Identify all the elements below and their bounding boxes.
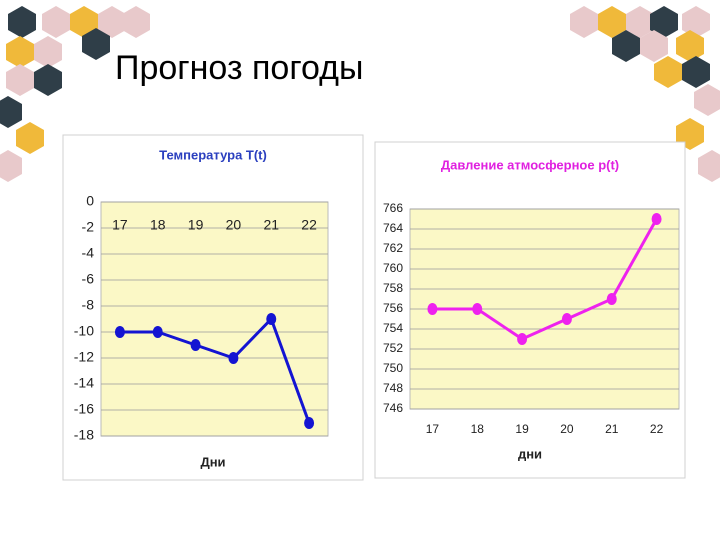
y-tick-label: -14 bbox=[74, 375, 94, 391]
x-tick-label: 22 bbox=[301, 217, 317, 233]
y-tick-label: 758 bbox=[383, 281, 403, 295]
point bbox=[228, 352, 239, 364]
y-tick-label: -6 bbox=[82, 271, 95, 287]
point bbox=[561, 313, 572, 325]
point bbox=[304, 417, 315, 429]
point bbox=[651, 213, 662, 225]
line bbox=[119, 317, 311, 424]
y-tick-label: -10 bbox=[74, 323, 94, 339]
y-tick-label: 762 bbox=[383, 241, 403, 255]
y-tick-label: 752 bbox=[383, 341, 403, 355]
y-tick-label: -18 bbox=[74, 427, 94, 443]
y-tick-label: 0 bbox=[86, 193, 94, 209]
y-tick-label: 746 bbox=[383, 401, 403, 415]
y-tick-label: 748 bbox=[383, 381, 403, 395]
point bbox=[152, 326, 163, 338]
plot-area bbox=[100, 201, 329, 437]
point bbox=[517, 333, 528, 345]
point bbox=[266, 313, 277, 325]
point bbox=[427, 303, 438, 315]
point bbox=[190, 339, 201, 351]
y-tick-label: 766 bbox=[383, 201, 403, 215]
x-tick-label: 18 bbox=[150, 217, 166, 233]
x-tick-label: 19 bbox=[188, 217, 204, 233]
x-tick-label: 20 bbox=[226, 217, 242, 233]
x-axis-label: Дни bbox=[200, 454, 225, 469]
y-tick-label: 756 bbox=[383, 301, 403, 315]
x-axis-label: дни bbox=[518, 446, 542, 461]
y-tick-label: -2 bbox=[82, 219, 95, 235]
y-tick-label: -8 bbox=[82, 297, 95, 313]
point bbox=[472, 303, 483, 315]
y-tick-label: 764 bbox=[383, 221, 403, 235]
x-tick-label: 22 bbox=[650, 422, 664, 436]
x-tick-label: 21 bbox=[605, 422, 619, 436]
y-tick-label: 760 bbox=[383, 261, 403, 275]
point bbox=[114, 326, 125, 338]
slide-title: Прогноз погоды bbox=[115, 49, 363, 87]
point bbox=[606, 293, 617, 305]
chart-title: Давление атмосферное p(t) bbox=[441, 157, 619, 172]
decoration bbox=[0, 6, 720, 182]
x-tick-label: 21 bbox=[263, 217, 279, 233]
x-tick-label: 19 bbox=[515, 422, 529, 436]
line bbox=[432, 218, 658, 341]
y-tick-label: -16 bbox=[74, 401, 94, 417]
x-tick-label: 18 bbox=[471, 422, 485, 436]
x-tick-label: 20 bbox=[560, 422, 574, 436]
x-tick-label: 17 bbox=[426, 422, 440, 436]
chart-title: Температура T(t) bbox=[159, 147, 267, 162]
x-tick-label: 17 bbox=[112, 217, 128, 233]
y-tick-label: -4 bbox=[82, 245, 95, 261]
y-tick-label: -12 bbox=[74, 349, 94, 365]
y-tick-label: 750 bbox=[383, 361, 403, 375]
y-tick-label: 754 bbox=[383, 321, 403, 335]
